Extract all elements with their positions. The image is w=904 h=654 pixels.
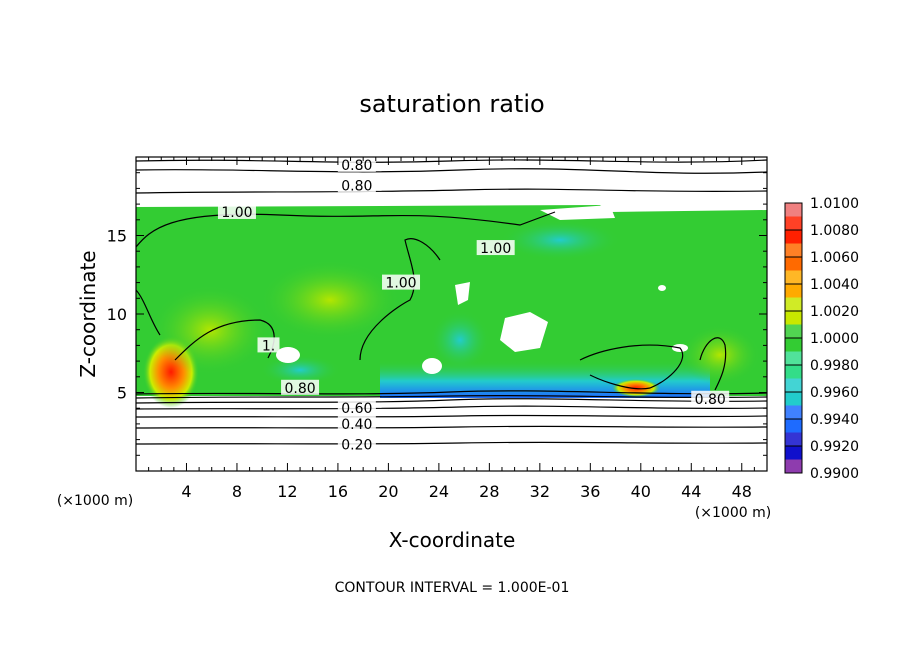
colorbar-label: 0.9900 [810, 466, 859, 482]
colorbar-swatch [785, 243, 802, 257]
contour-label: 0.80 [341, 178, 372, 194]
dry-pocket [422, 358, 442, 374]
contour-label: 1.00 [221, 205, 252, 221]
x-tick-label: 40 [631, 482, 651, 501]
colorbar-swatch [785, 459, 802, 473]
contour-label: 0.20 [341, 437, 372, 453]
cool-patch [260, 355, 340, 385]
contour-label: 0.60 [341, 401, 372, 417]
cool-patch [430, 310, 490, 370]
warm-patch [150, 285, 270, 375]
y-axis: 5 10 15 [107, 172, 767, 456]
colorbar-swatch [785, 378, 802, 392]
x-axis-label: X-coordinate [389, 528, 516, 552]
colorbar-swatch [785, 324, 802, 338]
x-tick-label: 24 [429, 482, 449, 501]
contour-label-bg [382, 274, 421, 290]
chart-title: saturation ratio [359, 90, 544, 118]
warm-patch [680, 325, 760, 385]
supersaturation-spot [612, 379, 660, 397]
x-tick-label: 20 [378, 482, 398, 501]
colorbar-swatch [785, 419, 802, 433]
contour-label: 0.80 [341, 158, 372, 174]
dry-pocket [658, 285, 666, 291]
colorbar-swatch [785, 230, 802, 244]
colorbar-label: 0.9980 [810, 358, 859, 374]
contour-label: 1.00 [480, 241, 511, 257]
warm-patch [260, 260, 400, 340]
colorbar-swatch [785, 203, 802, 217]
contour-label: 0.40 [341, 417, 372, 433]
x-tick-label: 12 [277, 482, 297, 501]
colorbar-label: 1.0080 [810, 223, 859, 239]
contour-label-bg [281, 379, 320, 395]
colorbar-swatch [785, 257, 802, 271]
colorbar-label: 1.0000 [810, 331, 859, 347]
contour-label-bg [337, 415, 376, 431]
contour-labels: 0.80 0.80 1.00 1.00 1.00 1. 0.80 0.80 0.600.40 0.… [217, 157, 730, 453]
colorbar-label: 0.9940 [810, 412, 859, 428]
dry-pocket [540, 205, 615, 220]
contour-label-bg [217, 203, 256, 219]
x-tick-label: 44 [681, 482, 701, 501]
colorbar-label: 1.0020 [810, 304, 859, 320]
contour-label-bg [337, 177, 376, 193]
plot-area: 0.80 0.80 1.00 1.00 1.00 1. 0.80 0.80 0.600.40 0.… [136, 157, 767, 471]
y-tick-label: 10 [107, 305, 127, 324]
dry-pocket [500, 312, 548, 352]
x-tick-label: 4 [181, 482, 191, 501]
colorbar-swatch [785, 446, 802, 460]
x-unit-left: (×1000 m) [57, 493, 133, 509]
x-unit-right: (×1000 m) [695, 505, 771, 521]
y-tick-label: 5 [117, 384, 127, 403]
colorbar-label: 1.0060 [810, 250, 859, 266]
contour-lines [136, 159, 767, 445]
colorbar-swatch [785, 365, 802, 379]
colorbar-swatch [785, 338, 802, 352]
contour-label-bg [337, 157, 376, 172]
colorbar: 1.0100 1.0080 1.0060 1.0040 1.0020 1.0000 0.99… [784, 196, 859, 482]
x-tick-label: 32 [530, 482, 550, 501]
y-axis-label: Z-coordinate [76, 250, 100, 377]
colorbar-label: 1.0100 [810, 196, 859, 212]
y-tick-label: 15 [107, 227, 127, 246]
x-axis: 4 8 12 16 20 24 28 32 36 40 44 48 [148, 157, 755, 501]
contour-label: 1. [262, 338, 275, 354]
x-tick-label: 36 [580, 482, 600, 501]
dry-pocket [455, 282, 470, 305]
contour-label-bg [337, 436, 376, 452]
colorbar-label: 0.9960 [810, 385, 859, 401]
colorbar-swatch [785, 432, 802, 446]
colorbar-swatch [785, 284, 802, 298]
colorbar-swatch [785, 351, 802, 365]
colorbar-swatch [785, 216, 802, 230]
contour-label-bg [337, 400, 376, 416]
contour-label: 1.00 [385, 276, 416, 292]
contour-label: 0.80 [284, 381, 315, 397]
contour-label: 0.80 [695, 392, 726, 408]
cool-patch [500, 220, 620, 260]
x-tick-label: 48 [732, 482, 752, 501]
colorbar-swatch [785, 297, 802, 311]
contour-interval-note: CONTOUR INTERVAL = 1.000E-01 [335, 580, 570, 596]
dry-pocket [276, 347, 300, 363]
colorbar-label: 0.9920 [810, 439, 859, 455]
x-tick-label: 16 [328, 482, 348, 501]
colorbar-swatch [785, 405, 802, 419]
colorbar-swatch [785, 270, 802, 284]
contour-label-bg [257, 337, 280, 353]
x-tick-label: 8 [232, 482, 242, 501]
x-tick-label: 28 [479, 482, 499, 501]
contour-label-bg [691, 390, 730, 406]
colorbar-swatch [785, 392, 802, 406]
contour-label-bg [476, 240, 515, 256]
colorbar-swatch [785, 311, 802, 325]
colorbar-label: 1.0040 [810, 277, 859, 293]
